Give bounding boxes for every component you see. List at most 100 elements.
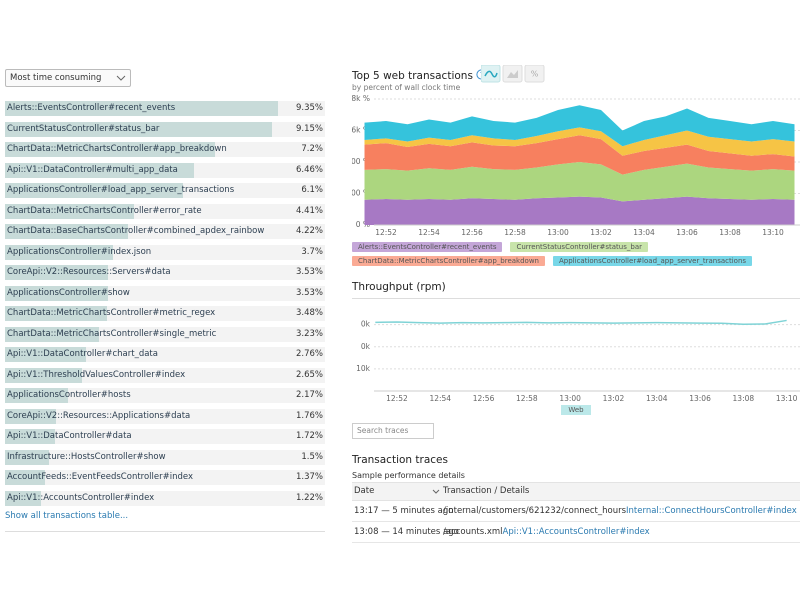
transaction-percent: 3.53% [295,267,323,277]
transaction-row[interactable]: Api::V1::DataController#chart_data 2.76% [5,347,325,362]
area-layer [364,105,795,147]
x-tick-label: 13:08 [733,394,755,403]
y-tick-label: 8k % [352,94,370,103]
transaction-percent: 7.2% [301,144,323,154]
legend-item[interactable]: Web [561,405,591,415]
traces-subtitle: Sample performance details [352,471,465,480]
transaction-row[interactable]: ChartData::MetricChartsController#error_… [5,203,325,219]
x-tick-label: 12:58 [516,394,538,403]
transaction-name: Api::V1::AccountsController#index [7,492,155,503]
transaction-header: Transaction / Details [443,486,530,496]
transaction-bar [5,408,57,424]
transaction-row[interactable]: Infrastructure::HostsController#show 1.5% [5,449,325,465]
x-tick-label: 13:10 [762,228,784,237]
transaction-row[interactable]: Api::V1::AccountsController#index 1.22% [5,490,325,506]
legend-item[interactable]: ApplicationsController#load_app_server_t… [553,256,753,266]
transaction-percent: 1.5% [301,451,323,462]
y-tick-label: 0k [361,342,371,351]
transaction-percent: 6.1% [301,185,323,195]
y-tick-label: 10k [356,364,371,373]
x-tick-label: 12:52 [386,394,408,403]
transaction-name: Api::V1::DataController#chart_data [7,349,158,359]
line-series [375,319,787,325]
transaction-name: Infrastructure::HostsController#show [7,451,166,462]
transaction-bar [5,470,45,485]
transaction-row[interactable]: Api::V1::ThresholdValuesController#index… [5,367,325,383]
transaction-name: Alerts::EventsController#recent_events [7,103,176,113]
transaction-name: Api::V1::DataController#data [7,431,132,441]
transaction-percent: 1.22% [295,492,323,503]
transaction-name: ChartData::MetricChartsController#metric… [7,308,216,318]
transaction-bar [5,326,100,342]
percent-button[interactable] [524,65,545,83]
transaction-row[interactable]: ApplicationsController#load_app_server_t… [5,183,325,198]
chart-mode-buttons: % [481,65,545,83]
transaction-percent: 9.35% [295,103,323,113]
x-tick-label: 12:58 [504,228,526,237]
trace-date: 13:08 — 14 minutes ago [354,527,459,537]
area-layer [364,162,795,202]
transaction-row[interactable]: Alerts::EventsController#recent_events 9.… [5,101,325,116]
trace-details: /accounts.xmlApi::V1::AccountsController… [443,522,650,542]
transaction-bar [5,429,56,444]
date-header[interactable]: Date [354,486,375,496]
search-box[interactable]: Search traces [352,423,434,439]
transaction-row[interactable]: AccountFeeds::EventFeedsController#index… [5,470,325,485]
area-button[interactable] [481,65,501,83]
transaction-bar [5,449,49,465]
area-layer [364,127,795,157]
legend-item[interactable]: Alerts::EventsController#recent_events [352,242,503,252]
trace-row[interactable]: 13:08 — 14 minutes ago/accounts.xmlApi::… [352,522,800,543]
trace-path: /accounts.xml [443,527,503,537]
trace-row[interactable]: 13:17 — 5 minutes ago/internal/customers… [352,501,800,522]
trace-controller[interactable]: Internal::ConnectHoursController#index [626,506,797,516]
transaction-percent: 1.76% [295,410,323,421]
transaction-row[interactable]: Api::V1::DataController#data 1.72% [5,429,325,444]
y-tick-label: 0k [361,320,371,329]
transaction-name: ApplicationsController#load_app_server_t… [7,185,235,195]
x-tick-label: 13:02 [603,394,625,403]
transaction-name: ApplicationsController#index.json [7,246,152,257]
filter-dropdown[interactable]: Most time consuming [5,69,131,87]
transaction-row[interactable]: CoreApi::V2::Resources::Servers#data 3.53… [5,265,325,280]
legend-item[interactable]: CurrentStatusController#status_bar [510,242,648,252]
x-tick-label: 12:56 [461,228,483,237]
transaction-bar [5,101,279,116]
transaction-bar [5,490,41,506]
transaction-row[interactable]: ApplicationsController#index.json 3.7% [5,244,325,260]
show-all-link[interactable]: Show all transactions table... [5,511,129,521]
x-tick-label: 13:04 [646,394,668,403]
search-placeholder: Search traces [357,426,409,435]
trace-controller[interactable]: Api::V1::AccountsController#index [502,527,650,537]
transaction-row[interactable]: ChartData::MetricChartsController#single… [5,326,325,342]
transaction-percent: 4.41% [295,205,323,216]
web-chart-subtitle: by percent of wall clock time [352,83,461,92]
transaction-bar [5,162,194,178]
transaction-row[interactable]: ChartData::MetricChartsController#metric… [5,306,325,321]
trace-path: /internal/customers/621232/connect_hours [443,506,627,516]
dropdown-arrow [116,75,126,81]
transaction-row[interactable]: ChartData::MetricChartsController#app_br… [5,142,325,157]
throughput-divider [352,298,800,299]
y-tick-label: 0 % [356,220,370,229]
x-tick-label: 13:08 [719,228,741,237]
legend-item[interactable]: ChartData::MetricChartsController#app_br… [352,256,545,266]
transaction-bar [5,347,86,362]
transaction-bar [5,142,216,157]
transaction-row[interactable]: ApplicationsController#show 3.53% [5,285,325,301]
transaction-row[interactable]: ChartData::BaseChartsController#combined… [5,224,325,239]
transaction-percent: 9.15% [295,123,323,134]
transaction-bar [5,121,273,137]
transaction-percent: 3.7% [301,246,323,257]
transaction-row[interactable]: Api::V1::DataController#multi_app_data 6.… [5,162,325,178]
transaction-name: ChartData::MetricChartsController#single… [7,328,217,339]
area-layer [364,135,795,175]
transaction-row[interactable]: CurrentStatusController#status_bar 9.15% [5,121,325,137]
web-chart-title: Top 5 web transactions ? [352,69,487,82]
transaction-row[interactable]: CoreApi::V2::Resources::Applications#dat… [5,408,325,424]
transaction-percent: 1.37% [295,472,323,482]
throughput-legend: Web [352,405,800,415]
transaction-name: ChartData::MetricChartsController#error_… [7,205,202,216]
transaction-row[interactable]: ApplicationsController#hosts 2.17% [5,388,325,403]
